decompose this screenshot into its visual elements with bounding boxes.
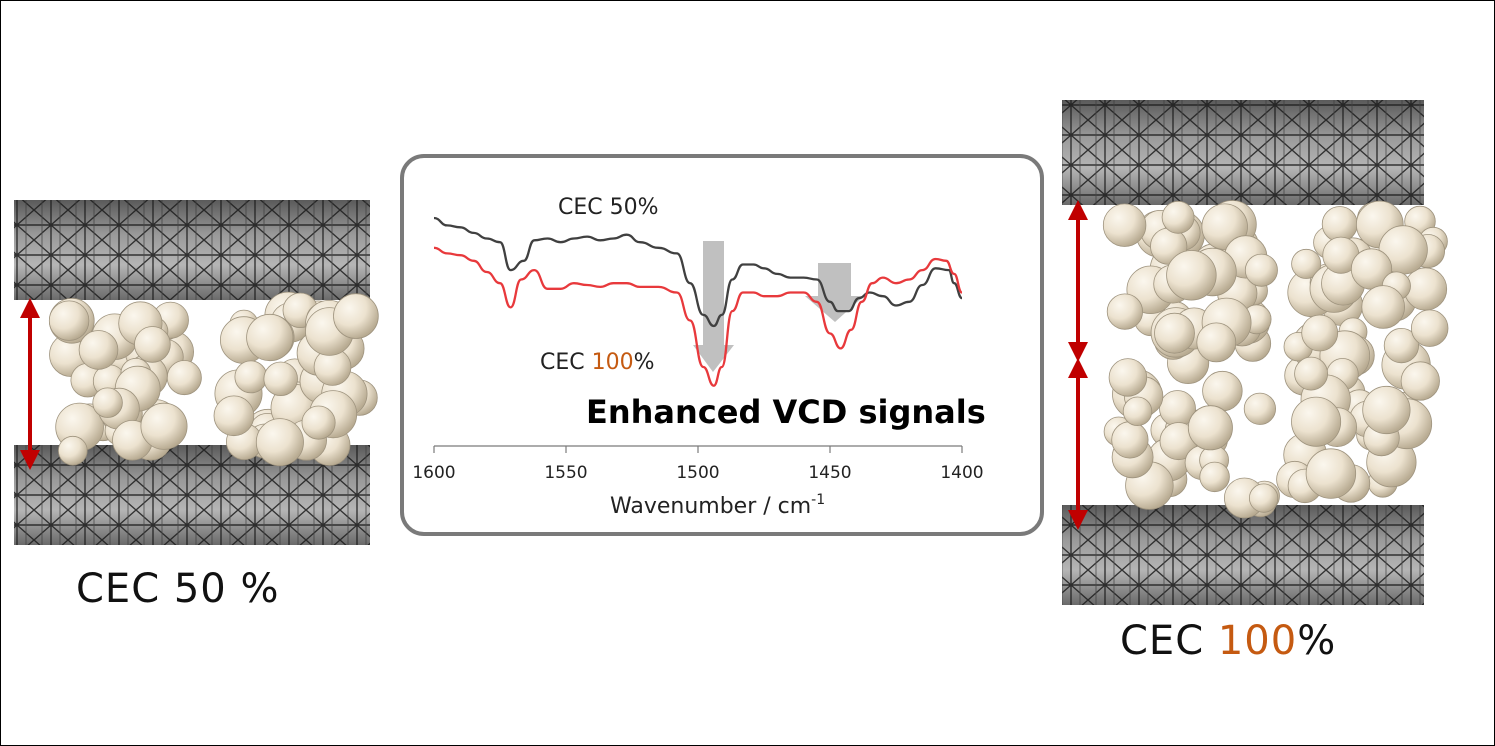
x-tick-label-1600: 1600 bbox=[412, 463, 455, 483]
molecule-sphere bbox=[255, 418, 304, 467]
molecule-sphere bbox=[1301, 314, 1339, 352]
molecule-sphere bbox=[1403, 267, 1448, 311]
left-clay-layer-top bbox=[14, 200, 370, 300]
left-intercalated-molecules bbox=[48, 291, 379, 467]
molecule-sphere bbox=[1305, 448, 1357, 499]
x-tick-label-1550: 1550 bbox=[544, 463, 587, 483]
series-line-cec-100 bbox=[433, 246, 963, 387]
molecule-sphere bbox=[1187, 405, 1233, 451]
molecule-sphere bbox=[234, 360, 268, 394]
molecule-sphere bbox=[1410, 309, 1449, 347]
molecule-sphere bbox=[92, 387, 123, 418]
molecule-sphere bbox=[1108, 358, 1148, 397]
left-panel-label: CEC 50 % bbox=[76, 566, 280, 612]
molecule-sphere bbox=[1362, 385, 1411, 435]
molecule-sphere bbox=[1321, 206, 1358, 243]
molecule-sphere bbox=[1106, 293, 1144, 330]
molecule-sphere bbox=[1243, 392, 1277, 425]
molecule-sphere bbox=[1196, 322, 1237, 363]
x-tick-label-1400: 1400 bbox=[940, 463, 983, 483]
x-tick-label-1500: 1500 bbox=[676, 463, 719, 483]
molecule-sphere bbox=[1291, 248, 1322, 279]
molecule-sphere bbox=[1383, 327, 1420, 364]
molecule-sphere bbox=[78, 330, 119, 370]
molecule-sphere bbox=[301, 405, 336, 440]
molecule-sphere bbox=[1122, 396, 1153, 427]
series-label-cec-100: CEC 100% bbox=[540, 350, 655, 375]
right-clay-layer-bottom bbox=[1062, 505, 1424, 605]
x-tick-label-1450: 1450 bbox=[808, 463, 851, 483]
molecule-sphere bbox=[263, 361, 298, 396]
right-clay-layer-top bbox=[1062, 100, 1424, 205]
left-clay-layer-bottom bbox=[14, 445, 370, 545]
molecule-sphere bbox=[134, 326, 171, 363]
molecule-sphere bbox=[1294, 356, 1328, 391]
molecule-sphere bbox=[166, 360, 202, 396]
molecule-sphere bbox=[1202, 370, 1243, 412]
right-intercalated-molecules bbox=[1102, 200, 1449, 519]
x-axis-ticks: 1600 1550 1500 1450 1400 bbox=[412, 446, 984, 483]
molecule-sphere bbox=[1400, 361, 1440, 401]
molecule-sphere bbox=[48, 300, 90, 341]
vcd-spectrum-chart: 1600 1550 1500 1450 1400 CEC 50% CEC 100% En… bbox=[412, 195, 985, 519]
molecule-sphere bbox=[1166, 250, 1217, 301]
molecule-sphere bbox=[1111, 421, 1149, 459]
molecule-sphere bbox=[246, 313, 294, 362]
molecule-sphere bbox=[140, 402, 188, 450]
molecule-sphere bbox=[1244, 253, 1278, 287]
molecule-sphere bbox=[58, 435, 88, 466]
molecule-sphere bbox=[1291, 396, 1342, 447]
headline: Enhanced VCD signals bbox=[586, 393, 986, 431]
molecule-sphere bbox=[1102, 203, 1147, 247]
molecule-sphere bbox=[1161, 200, 1195, 234]
series-label-cec-50: CEC 50% bbox=[558, 195, 659, 220]
molecule-sphere bbox=[1361, 285, 1405, 329]
molecule-sphere bbox=[1154, 312, 1195, 354]
right-panel-label: CEC 100% bbox=[1120, 618, 1337, 664]
molecule-sphere bbox=[213, 395, 255, 437]
molecule-sphere bbox=[1199, 461, 1230, 493]
x-axis-title: Wavenumber / cm-1 bbox=[610, 492, 825, 519]
series-line-cec-50 bbox=[433, 216, 963, 328]
molecule-sphere bbox=[1249, 483, 1279, 513]
molecule-sphere bbox=[333, 293, 379, 339]
